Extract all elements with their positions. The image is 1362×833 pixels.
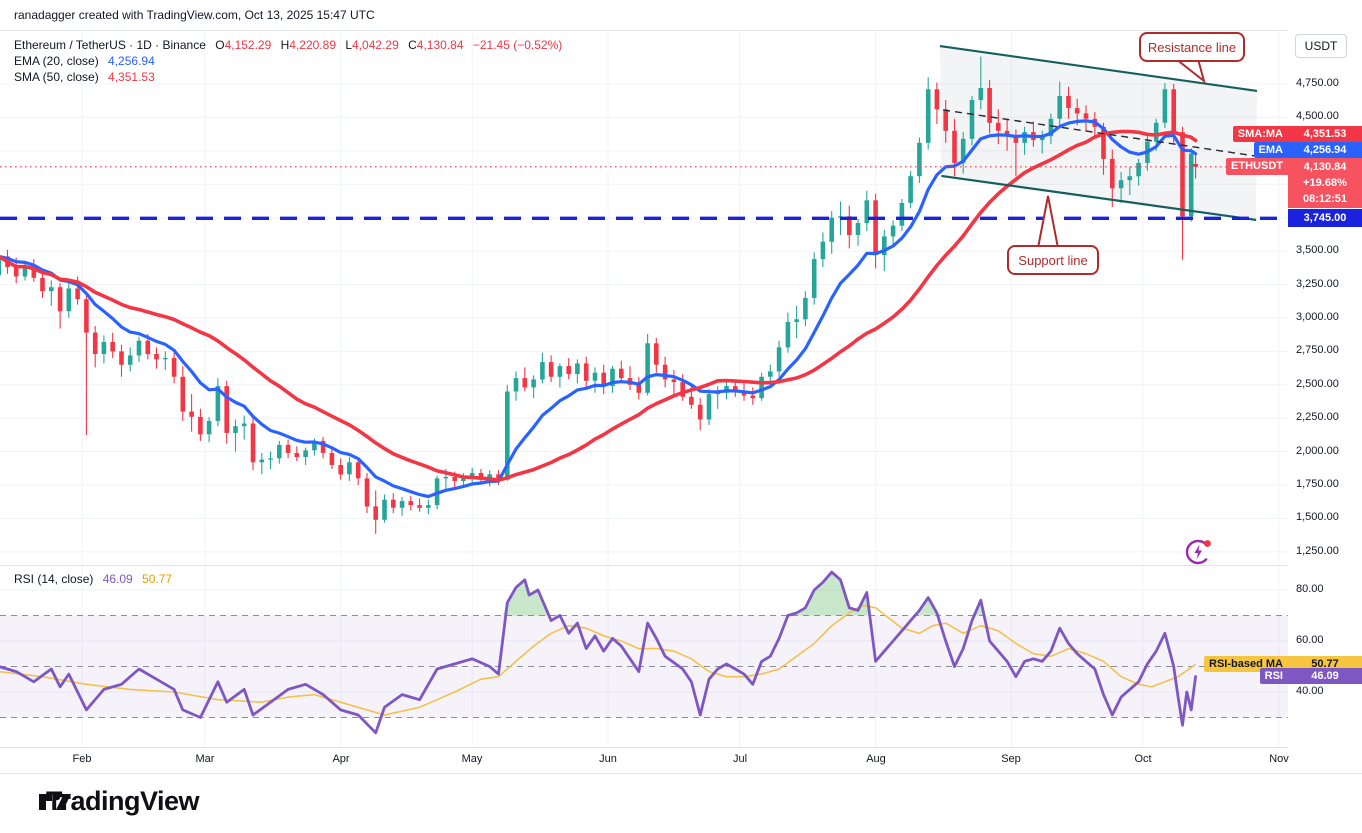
sma-line[interactable] [0, 129, 1198, 482]
time-axis-label: Jul [732, 753, 748, 765]
price-tick-label: 2,250.00 [1296, 411, 1339, 423]
time-axis-label: Nov [1269, 753, 1289, 765]
rsi-tag: RSI 46.09 [1259, 668, 1362, 684]
grid [0, 30, 1288, 565]
price-tick-label: 1,500.00 [1296, 511, 1339, 523]
pane-divider[interactable] [0, 565, 1288, 566]
last-price-value: 4,130.84 [1303, 161, 1347, 173]
chart-frame-bottom [0, 773, 1362, 774]
flash-idea-icon[interactable] [1184, 536, 1214, 566]
time-axis-label: Feb [72, 753, 92, 765]
resistance-line[interactable] [939, 44, 1258, 93]
price-tick-label: 3,500.00 [1296, 244, 1339, 256]
ohlc-high-value: 4,220.89 [289, 38, 337, 52]
rsi-tick-label: 60.00 [1296, 634, 1324, 646]
time-axis-label: Aug [866, 753, 886, 765]
price-tick-label: 2,000.00 [1296, 445, 1339, 457]
time-axis-label: Apr [332, 753, 350, 765]
rsi-tick-label: 80.00 [1296, 583, 1324, 595]
axis-currency-label: USDT [1295, 34, 1347, 58]
rsi-legend-row[interactable]: RSI (14, close) 46.09 50.77 [14, 571, 172, 587]
ohlc-high-label: H [280, 38, 290, 52]
time-axis-separator [0, 747, 1288, 748]
rsi-legend-block: RSI (14, close) 46.09 50.77 [14, 571, 172, 587]
time-axis-label: May [461, 753, 483, 765]
price-tick-label: 3,000.00 [1296, 311, 1339, 323]
resistance-callout-text: Resistance line [1147, 39, 1237, 55]
ema-line[interactable] [0, 119, 1198, 499]
mid-dashed-trendline[interactable] [942, 109, 1263, 158]
ema-price-tag: EMA 4,256.94 [1253, 142, 1362, 158]
watermark-text: ranadagger created with TradingView.com,… [14, 8, 375, 22]
ema-legend-row[interactable]: EMA (20, close) 4,256.94 [14, 53, 562, 69]
rsi-tick-label: 40.00 [1296, 685, 1324, 697]
footer-brand: TradingView [38, 786, 200, 817]
ohlc-close-label: C [408, 38, 417, 52]
ema-legend-value: 4,256.94 [108, 54, 155, 68]
ohlc-close-value: 4,130.84 [416, 38, 464, 52]
tradingview-logo-icon [39, 793, 71, 810]
ohlc-open-label: O [215, 38, 225, 52]
price-tick-label: 4,500.00 [1296, 110, 1339, 122]
chart-frame-top [0, 30, 1362, 31]
ohlc-low-label: L [345, 38, 353, 52]
time-axis-label: Sep [1001, 753, 1021, 765]
tradingview-brand-text: TradingView [46, 786, 200, 816]
support-callout-tail [1036, 195, 1060, 249]
rsi-ma-line[interactable] [0, 604, 1197, 716]
time-axis[interactable]: Feb Mar Apr May Jun Jul Aug Sep Oct Nov [0, 748, 1289, 773]
rsi-ma-legend-value: 50.77 [142, 572, 173, 586]
ohlc-change: −21.45 (−0.52%) [472, 38, 563, 52]
ohlc-open-value: 4,152.29 [224, 38, 272, 52]
price-pane[interactable] [0, 30, 1288, 565]
last-price-tag: ETHUSDT 4,130.84 +19.68% 08:12:51 [1226, 158, 1362, 208]
price-tick-label: 2,500.00 [1296, 378, 1339, 390]
support-line-callout[interactable]: Support line [1007, 245, 1099, 275]
sma-legend-label: SMA (50, close) [14, 70, 99, 84]
ema-legend-label: EMA (20, close) [14, 54, 99, 68]
rsi-overbought-fill [0, 572, 1196, 616]
candle-countdown: 08:12:51 [1302, 193, 1348, 205]
ohlc-low-value: 4,042.29 [352, 38, 399, 52]
horizontal-line-price-tag[interactable]: 3,745.00 [1288, 209, 1362, 227]
support-line[interactable] [941, 174, 1257, 222]
rsi-legend-label: RSI (14, close) [14, 572, 94, 586]
symbol-legend-row[interactable]: Ethereum / TetherUS · 1D · Binance O4,15… [14, 37, 562, 53]
rsi-line[interactable] [0, 570, 1197, 735]
sma-legend-row[interactable]: SMA (50, close) 4,351.53 [14, 69, 562, 85]
rsi-legend-value: 46.09 [102, 572, 133, 586]
sma-price-tag: SMA:MA 4,351.53 [1232, 126, 1362, 142]
price-tick-label: 3,250.00 [1296, 278, 1339, 290]
sma-legend-value: 4,351.53 [108, 70, 155, 84]
price-tick-label: 1,250.00 [1296, 545, 1339, 557]
time-axis-label: Jun [599, 753, 617, 765]
resistance-line-callout[interactable]: Resistance line [1139, 32, 1245, 62]
support-callout-text: Support line [1018, 252, 1088, 268]
time-axis-label: Mar [195, 753, 215, 765]
price-tick-label: 2,750.00 [1296, 344, 1339, 356]
last-price-change-pct: +19.68% [1303, 177, 1347, 189]
rsi-pane[interactable] [0, 565, 1288, 747]
price-tick-label: 1,750.00 [1296, 478, 1339, 490]
legend-block: Ethereum / TetherUS · 1D · Binance O4,15… [14, 37, 562, 85]
price-tick-label: 4,750.00 [1296, 77, 1339, 89]
time-axis-label: Oct [1134, 753, 1152, 765]
symbol-title: Ethereum / TetherUS · 1D · Binance [14, 38, 206, 52]
